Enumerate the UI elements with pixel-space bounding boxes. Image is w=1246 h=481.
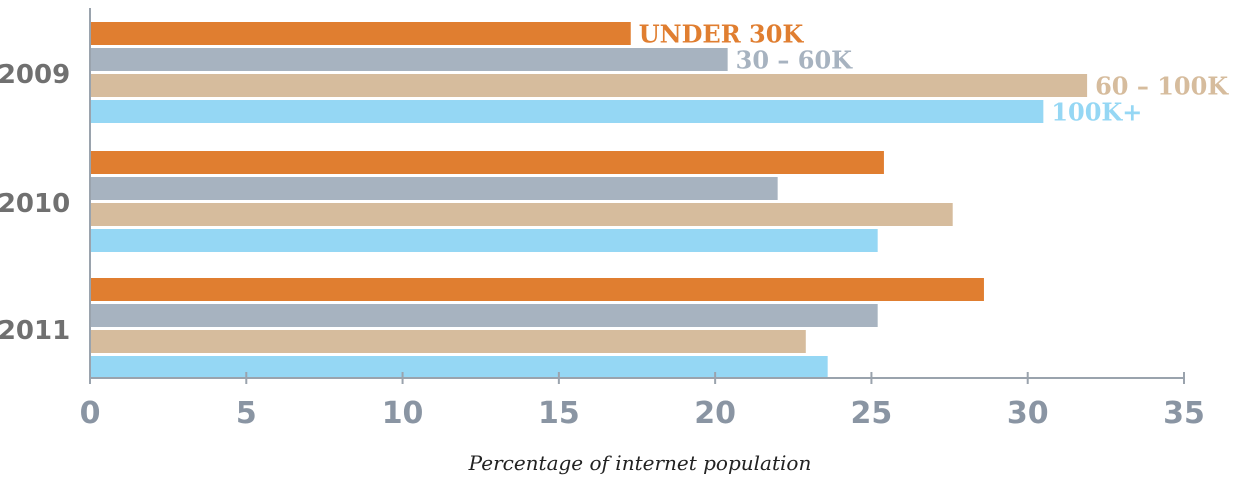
x-tick-label-0: 0 (80, 396, 101, 431)
bar-2009-series-0 (90, 22, 631, 45)
bar-2011-series-2 (90, 330, 806, 353)
category-label-2009: 2009 (0, 60, 70, 90)
bar-2011-series-3 (90, 356, 828, 379)
x-tick-label-25: 25 (851, 396, 893, 431)
bar-2010-series-3 (90, 229, 878, 252)
x-tick-label-5: 5 (236, 396, 257, 431)
x-tick-label-30: 30 (1007, 396, 1049, 431)
bar-2010-series-0 (90, 151, 884, 174)
x-tick-label-10: 10 (382, 396, 424, 431)
category-labels-layer: 2009 2010 2011 (0, 60, 70, 346)
bar-2011-series-1 (90, 304, 878, 327)
bar-2010-series-2 (90, 203, 953, 226)
bar-2010-series-1 (90, 177, 778, 200)
series-label-0: UNDER 30K (639, 20, 805, 49)
series-label-2: 60 – 100K (1095, 72, 1229, 101)
x-axis-title: Percentage of internet population (468, 451, 812, 475)
series-label-1: 30 – 60K (736, 46, 854, 75)
bar-2009-series-2 (90, 74, 1088, 97)
bars-layer (90, 22, 1088, 379)
x-tick-label-15: 15 (538, 396, 580, 431)
bar-2009-series-1 (90, 48, 728, 71)
x-tick-label-20: 20 (694, 396, 736, 431)
x-tick-label-35: 35 (1163, 396, 1205, 431)
category-label-2011: 2011 (0, 316, 70, 346)
series-label-3: 100K+ (1051, 98, 1142, 127)
bar-2011-series-0 (90, 278, 984, 301)
category-label-2010: 2010 (0, 189, 70, 219)
bar-2009-series-3 (90, 100, 1044, 123)
axes-layer: 0 5 10 15 20 25 30 35 (80, 8, 1205, 431)
